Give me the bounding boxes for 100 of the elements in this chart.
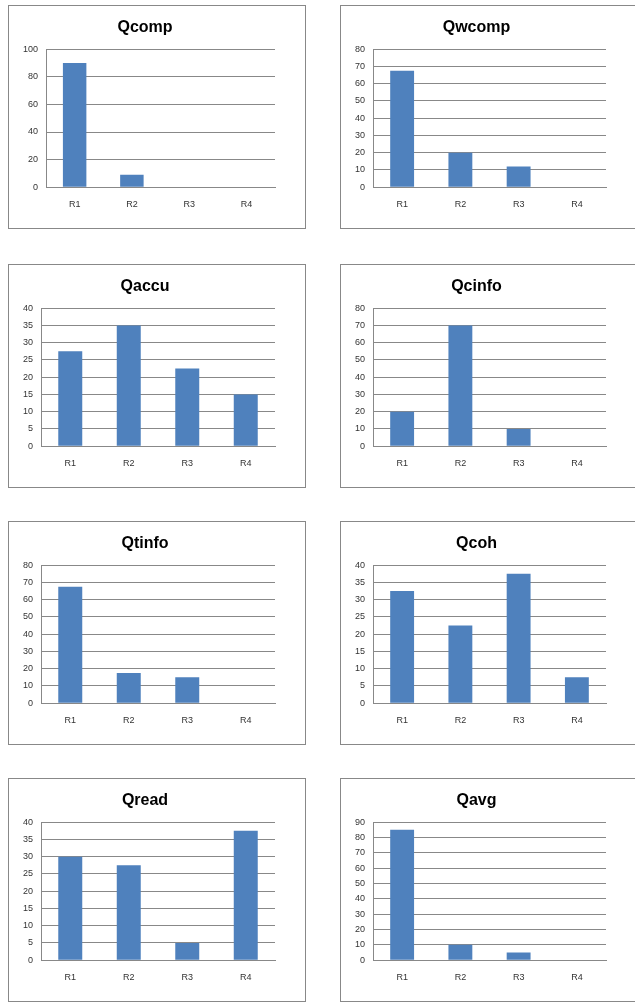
y-tick-label: 0: [28, 954, 34, 965]
y-tick-label: 10: [355, 939, 366, 950]
y-tick-label: 5: [28, 423, 34, 434]
chart-title: Qaccu: [120, 277, 170, 295]
y-tick-label: 10: [23, 406, 34, 417]
y-tick-label: 60: [28, 98, 39, 109]
x-tick-label: R3: [181, 972, 194, 983]
y-tick-label: 15: [23, 388, 34, 399]
y-tick-label: 25: [355, 611, 366, 622]
y-tick-label: 40: [28, 126, 39, 137]
x-tick-label: R1: [396, 715, 408, 726]
y-tick-label: 10: [23, 680, 34, 691]
chart-title: Qtinfo: [121, 534, 169, 552]
y-tick-label: 40: [23, 816, 34, 827]
bar: [390, 829, 415, 960]
x-tick-label: R4: [239, 715, 252, 726]
x-tick-label: R1: [64, 458, 77, 469]
y-tick-label: 0: [360, 440, 366, 451]
x-tick-label: R3: [181, 458, 194, 469]
y-tick-label: 10: [355, 423, 366, 434]
y-tick-label: 60: [355, 862, 366, 873]
bar: [506, 573, 531, 703]
x-tick-label: R2: [454, 458, 467, 469]
x-tick-label: R4: [239, 458, 252, 469]
bar: [506, 166, 531, 187]
bar: [175, 942, 200, 960]
y-tick-label: 50: [23, 611, 34, 622]
y-tick-label: 80: [355, 832, 366, 843]
y-tick-label: 40: [355, 371, 366, 382]
y-tick-label: 30: [355, 594, 366, 605]
y-tick-label: 80: [23, 559, 34, 570]
y-tick-label: 80: [355, 43, 366, 54]
y-tick-label: 0: [360, 954, 366, 965]
y-tick-label: 0: [360, 181, 366, 192]
y-tick-label: 35: [23, 319, 34, 330]
bar: [58, 351, 83, 446]
y-tick-label: 20: [355, 147, 366, 158]
y-tick-label: 30: [355, 388, 366, 399]
bar: [448, 152, 473, 187]
x-tick-label: R1: [64, 715, 77, 726]
bar: [233, 394, 258, 446]
x-tick-label: R3: [512, 972, 525, 983]
y-tick-label: 50: [355, 878, 366, 889]
y-tick-label: 20: [355, 406, 366, 417]
x-tick-label: R3: [181, 715, 194, 726]
y-tick-label: 20: [355, 924, 366, 935]
bar: [175, 368, 200, 446]
y-tick-label: 35: [355, 576, 366, 587]
bar: [175, 677, 200, 703]
x-tick-label: R1: [68, 199, 81, 210]
x-tick-label: R1: [396, 972, 408, 983]
chart-title: Qwcomp: [442, 18, 511, 36]
y-tick-label: 30: [23, 337, 34, 348]
x-tick-label: R4: [240, 199, 253, 210]
y-tick-label: 40: [355, 112, 366, 123]
bar: [564, 677, 589, 703]
bar: [506, 428, 531, 446]
x-tick-label: R1: [396, 458, 408, 469]
y-tick-label: 70: [23, 576, 34, 587]
y-tick-label: 60: [355, 337, 366, 348]
x-tick-label: R2: [454, 715, 467, 726]
y-tick-label: 15: [355, 645, 366, 656]
y-tick-label: 0: [28, 440, 34, 451]
y-tick-label: 20: [23, 371, 34, 382]
chart-title: Qread: [121, 791, 169, 809]
bar: [116, 673, 141, 703]
y-tick-label: 70: [355, 60, 366, 71]
y-tick-label: 20: [23, 663, 34, 674]
y-tick-label: 50: [355, 95, 366, 106]
y-tick-label: 90: [355, 816, 366, 827]
x-tick-label: R3: [512, 458, 525, 469]
y-tick-label: 50: [355, 354, 366, 365]
bar: [390, 411, 415, 446]
y-tick-label: 80: [355, 302, 366, 313]
bar: [233, 830, 258, 960]
x-tick-label: R1: [64, 972, 77, 983]
bar: [506, 952, 531, 960]
y-tick-label: 0: [33, 181, 39, 192]
chart-title: Qcoh: [456, 534, 497, 552]
y-tick-label: 40: [355, 893, 366, 904]
bar: [448, 325, 473, 446]
y-tick-label: 0: [28, 697, 34, 708]
y-tick-label: 0: [360, 697, 366, 708]
x-tick-label: R4: [571, 972, 583, 983]
x-tick-label: R1: [396, 199, 408, 210]
y-tick-label: 30: [23, 645, 34, 656]
bar: [58, 586, 83, 703]
x-tick-label: R2: [123, 715, 135, 726]
bar: [116, 865, 141, 960]
y-tick-label: 20: [355, 628, 366, 639]
y-tick-label: 30: [23, 851, 34, 862]
bar: [448, 944, 473, 960]
y-tick-label: 15: [23, 902, 34, 913]
y-tick-label: 20: [23, 885, 34, 896]
x-tick-label: R3: [183, 199, 195, 210]
y-tick-label: 25: [23, 354, 34, 365]
y-tick-label: 40: [355, 559, 366, 570]
x-tick-label: R2: [454, 199, 467, 210]
y-tick-label: 70: [355, 319, 366, 330]
y-tick-label: 10: [355, 663, 366, 674]
